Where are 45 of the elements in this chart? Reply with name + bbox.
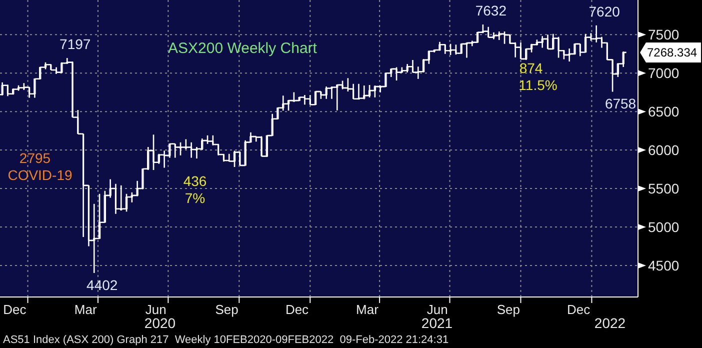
annotation: 11.5% xyxy=(518,77,558,93)
x-tick-label: Jun xyxy=(426,302,448,317)
y-tick-label: 5000 xyxy=(648,218,680,235)
text: 2021 xyxy=(421,315,453,331)
candlestick xyxy=(574,43,576,56)
text: ASX200 Weekly Chart xyxy=(168,40,318,57)
x-tick-label: Mar xyxy=(74,302,98,317)
x-tick-label: Dec xyxy=(3,302,27,317)
x-tick-label: Jun xyxy=(145,302,166,317)
y-tick-label: 7000 xyxy=(648,65,680,82)
y-tick-label: 7500 xyxy=(648,26,680,43)
x-tick-label: Dec xyxy=(567,302,591,317)
annotation: 874 xyxy=(519,60,543,76)
text: AS51 Index (ASX 200) Graph 217 Weekly 10FEB2020-09FEB2022 09-Feb-2022 21:24:31 xyxy=(3,334,449,346)
x-tick-label: Sep xyxy=(215,302,238,317)
annotation: 7632 xyxy=(475,2,507,18)
candlestick xyxy=(476,32,479,44)
annotation: 7% xyxy=(184,190,206,206)
text: 2022 xyxy=(594,315,626,331)
annotation: 7197 xyxy=(60,36,91,52)
candlestick xyxy=(384,72,387,88)
text: 2020 xyxy=(144,315,176,331)
annotation: 7620 xyxy=(588,3,620,20)
candlestick xyxy=(39,66,42,80)
y-tick-label: 4500 xyxy=(648,257,680,274)
x-tick-label: Sep xyxy=(496,302,520,317)
annotation: 4402 xyxy=(86,276,118,293)
x-tick-label: Dec xyxy=(285,302,310,317)
candlestick xyxy=(314,90,317,106)
candlestick xyxy=(276,107,279,120)
candlestick xyxy=(298,96,300,102)
candlestick xyxy=(142,168,144,190)
annotation: 7268.334 xyxy=(647,45,698,60)
candlestick xyxy=(422,58,425,73)
y-tick-label: 6500 xyxy=(648,104,680,120)
annotation: 6758 xyxy=(604,96,636,112)
y-tick-label: 5500 xyxy=(648,180,680,197)
x-tick-label: Mar xyxy=(356,302,380,317)
candlestick xyxy=(266,134,268,158)
candlestick xyxy=(525,48,528,61)
y-tick-label: 6000 xyxy=(648,142,680,158)
annotation: 2795 xyxy=(19,150,51,166)
annotation: COVID-19 xyxy=(8,167,72,183)
annotation: 436 xyxy=(183,173,207,189)
candlestick xyxy=(60,62,63,74)
